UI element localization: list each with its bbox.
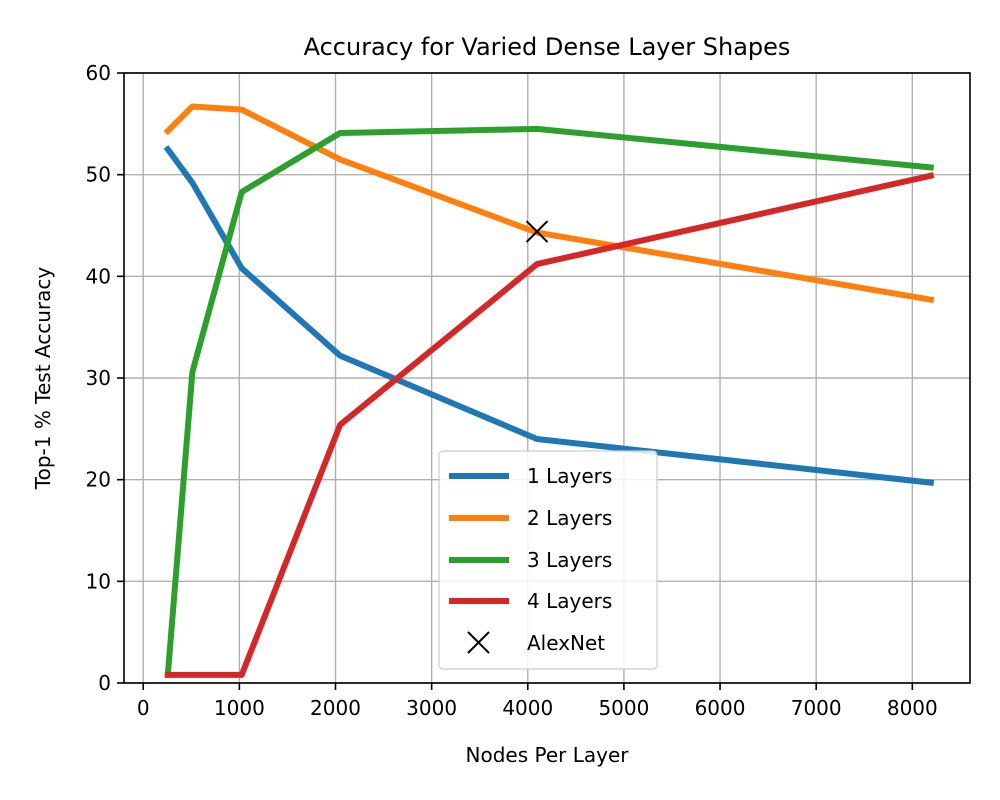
- legend: 1 Layers 2 Layers 3 Layers 4 Layers Alex…: [438, 450, 658, 670]
- x-tick-label: 6000: [695, 696, 746, 720]
- y-tick-label: 40: [86, 264, 111, 288]
- legend-label-1-layers: 1 Layers: [527, 464, 612, 488]
- x-tick-label: 3000: [406, 696, 457, 720]
- legend-label-3-layers: 3 Layers: [527, 548, 612, 572]
- x-tick-label: 8000: [887, 696, 938, 720]
- series-layer: [163, 103, 935, 679]
- series-line-1-layers: [163, 145, 935, 487]
- y-tick-label: 20: [86, 468, 111, 492]
- x-tick-label: 0: [137, 696, 150, 720]
- y-axis-ticks: 0 10 20 30 40 50 60: [86, 61, 124, 695]
- grid: [124, 72, 970, 684]
- x-axis-label: Nodes Per Layer: [466, 743, 630, 767]
- x-tick-label: 2000: [310, 696, 361, 720]
- x-tick-label: 7000: [791, 696, 842, 720]
- legend-label-alexnet: AlexNet: [527, 631, 605, 655]
- y-tick-label: 0: [98, 671, 111, 695]
- legend-marker-alexnet: [467, 631, 490, 654]
- legend-label-4-layers: 4 Layers: [527, 589, 612, 613]
- x-tick-label: 4000: [502, 696, 553, 720]
- series-line-3-layers: [164, 125, 935, 679]
- marker-alexnet: [525, 220, 549, 243]
- y-tick-label: 30: [86, 366, 111, 390]
- legend-box: [438, 450, 658, 670]
- x-tick-label: 1000: [214, 696, 265, 720]
- chart-title: Accuracy for Varied Dense Layer Shapes: [304, 33, 791, 61]
- legend-label-2-layers: 2 Layers: [527, 506, 612, 530]
- y-axis-label: Top-1 % Test Accuracy: [31, 267, 55, 491]
- y-tick-label: 10: [86, 569, 111, 593]
- y-tick-label: 60: [86, 61, 111, 85]
- x-axis-ticks: 0 1000 2000 3000 4000 5000 6000 7000 8000: [137, 683, 938, 720]
- series-line-2-layers: [163, 103, 935, 304]
- series-line-4-layers: [164, 172, 935, 678]
- marker-layer: [525, 220, 549, 243]
- x-tick-label: 5000: [598, 696, 649, 720]
- y-tick-label: 50: [86, 163, 111, 187]
